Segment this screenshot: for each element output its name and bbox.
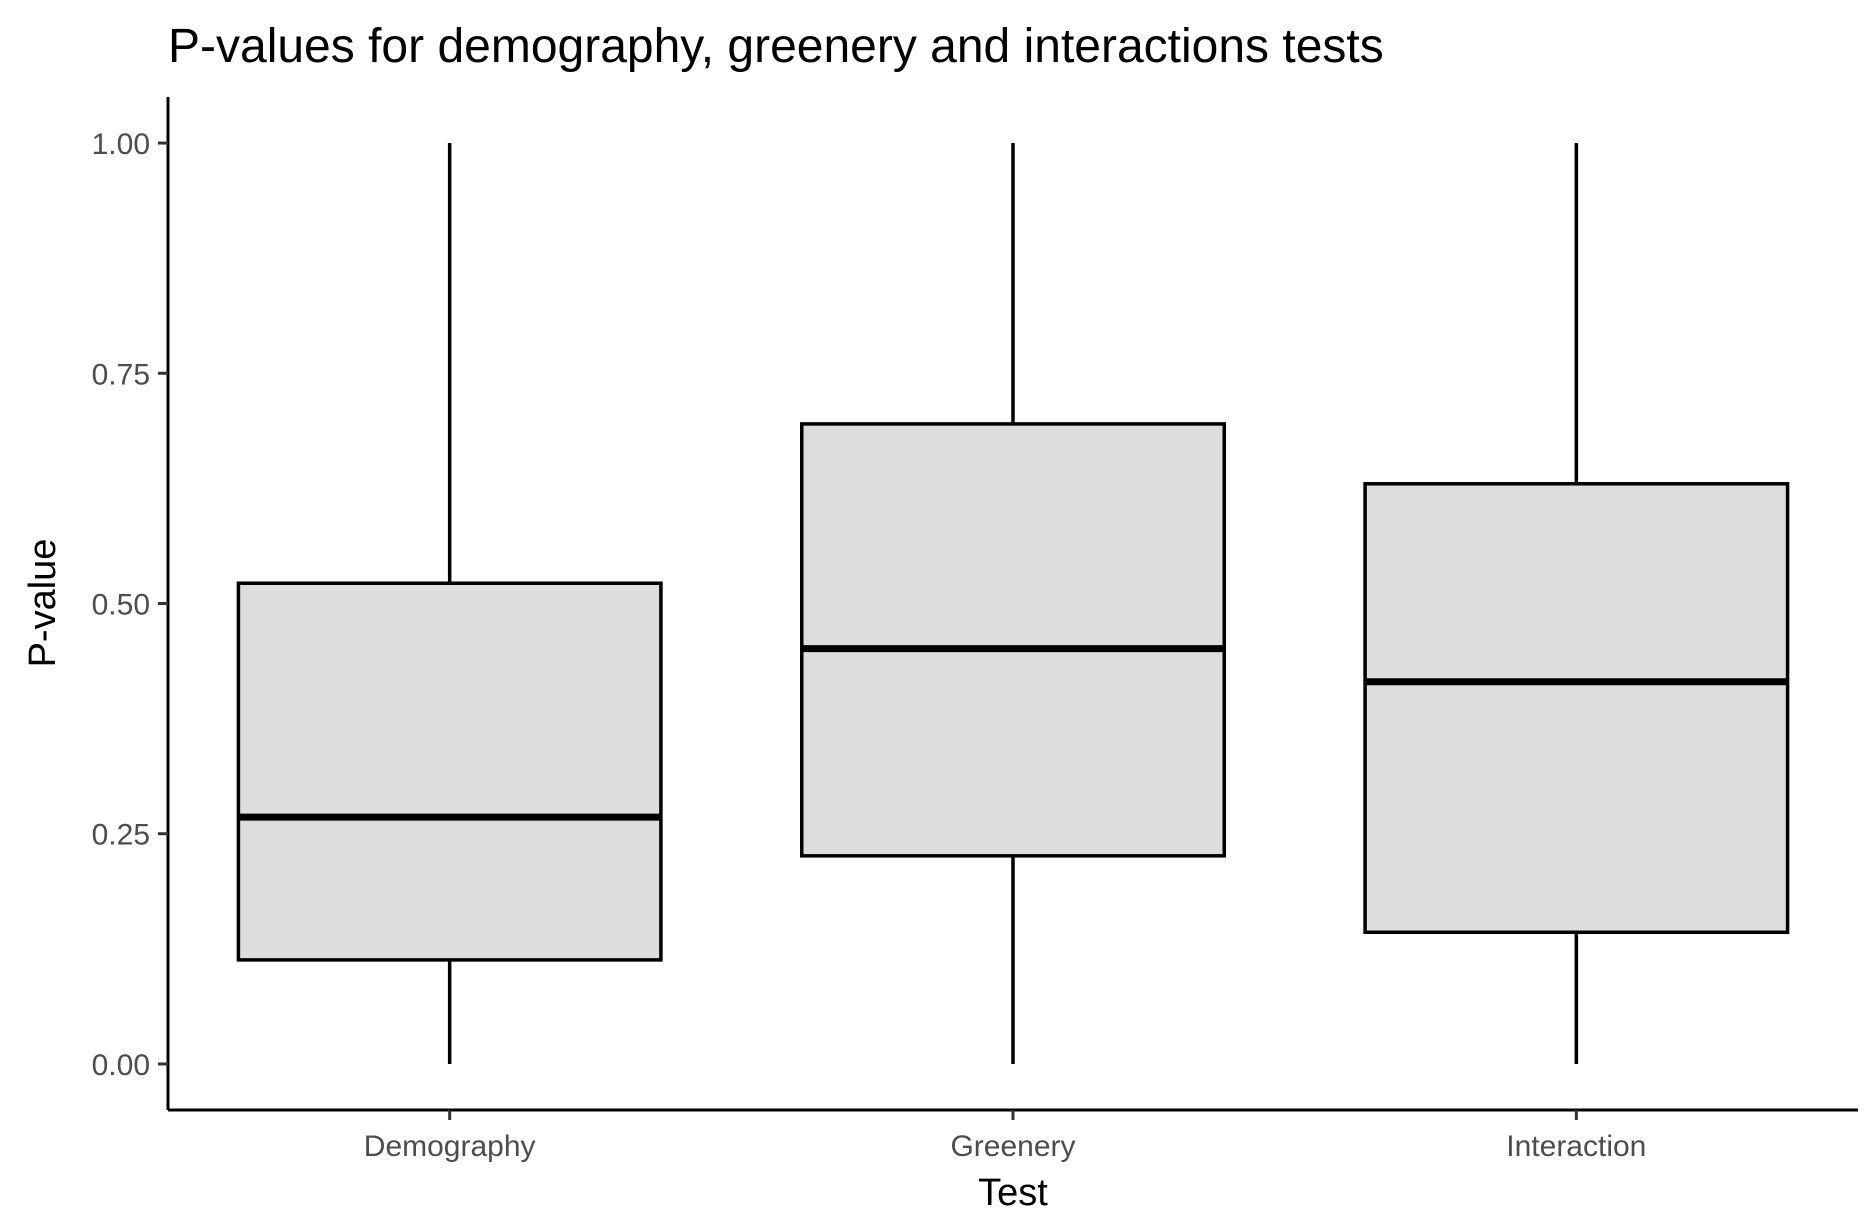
- x-tick-label: Interaction: [1506, 1130, 1646, 1163]
- x-tick-label: Demography: [364, 1130, 536, 1163]
- y-tick-label: 0.75: [92, 358, 150, 391]
- plot-area: [236, 143, 1790, 1064]
- y-axis-title: P-value: [22, 539, 64, 668]
- box-iqr: [1363, 482, 1790, 935]
- y-tick-label: 1.00: [92, 128, 150, 161]
- x-tick-label: Greenery: [950, 1130, 1075, 1163]
- y-axis-ticks: 0.00 0.25 0.50 0.75 1.00: [92, 128, 168, 1082]
- box-greenery: [800, 143, 1226, 1064]
- x-axis-ticks: Demography Greenery Interaction: [364, 1110, 1646, 1163]
- y-tick-label: 0.25: [92, 819, 150, 852]
- box-interaction: [1363, 143, 1790, 1064]
- y-tick-label: 0.00: [92, 1049, 150, 1082]
- chart-title: P-values for demography, greenery and in…: [168, 20, 1384, 73]
- box-demography: [236, 143, 663, 1064]
- x-axis-title: Test: [978, 1172, 1048, 1214]
- box-iqr: [236, 581, 663, 962]
- y-tick-label: 0.50: [92, 589, 150, 622]
- box-iqr: [800, 422, 1226, 858]
